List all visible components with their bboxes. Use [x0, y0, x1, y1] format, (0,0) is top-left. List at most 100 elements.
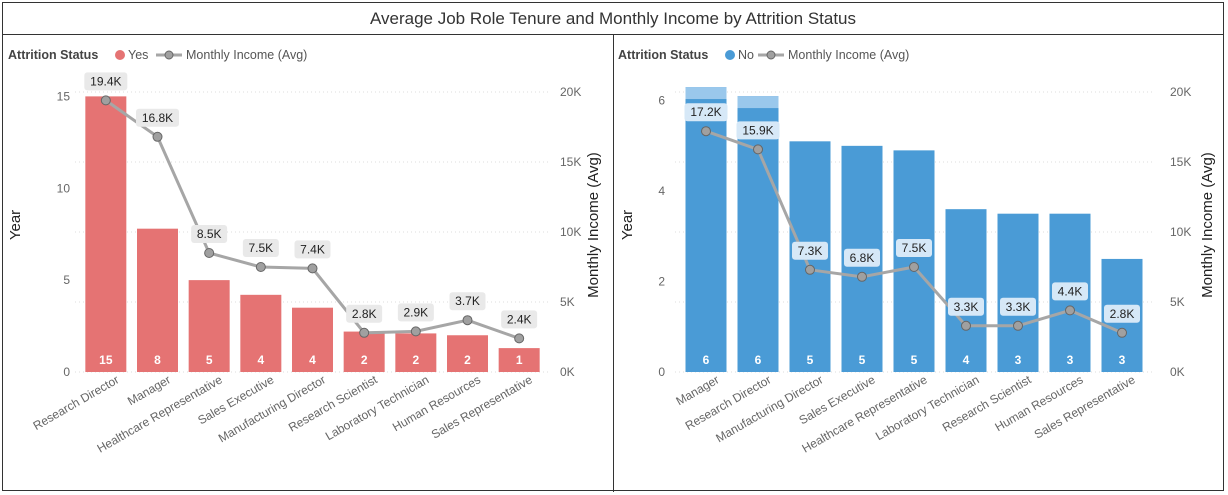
income-label-bg — [844, 248, 880, 267]
income-data-label: 3.3K — [1006, 300, 1031, 314]
income-point — [961, 320, 971, 331]
y2-tick-label: 5K — [560, 295, 575, 309]
income-point — [307, 263, 318, 274]
income-point — [204, 248, 215, 258]
legend-series-label: Yes — [128, 48, 148, 62]
bar — [498, 348, 540, 372]
income-data-label: 2.9K — [403, 305, 428, 319]
bar-data-label: 3 — [1119, 353, 1126, 367]
legend: Attrition Status Yes Monthly Income (Avg) — [8, 48, 307, 62]
income-label-bg — [191, 225, 228, 243]
bar-data-label: 2 — [464, 353, 471, 367]
category-label: Sales Representative — [1032, 372, 1138, 441]
bar-highlight — [685, 87, 727, 100]
income-label-bg — [501, 310, 538, 329]
income-data-label: 2.8K — [1110, 307, 1135, 321]
bar-data-label: 2 — [361, 353, 368, 367]
income-point — [805, 264, 815, 275]
y-tick-label: 4 — [658, 184, 665, 198]
y2-axis-title: Monthly Income (Avg) — [585, 152, 602, 298]
income-point — [1117, 327, 1127, 338]
income-data-label: 4.4K — [1058, 284, 1083, 298]
income-label-bg — [1000, 297, 1036, 316]
y-tick-label: 15 — [57, 89, 71, 103]
income-label-bg — [242, 239, 279, 257]
income-point — [255, 262, 266, 272]
legend-line-label: Monthly Income (Avg) — [186, 48, 307, 62]
legend-series-marker — [725, 50, 735, 60]
legend-title: Attrition Status — [618, 48, 708, 62]
income-point — [909, 262, 919, 272]
y-tick-label: 6 — [658, 94, 665, 108]
income-data-label: 3.3K — [954, 300, 979, 314]
income-data-label: 3.7K — [455, 294, 480, 308]
income-point — [462, 315, 473, 326]
income-data-label: 19.4K — [90, 74, 121, 88]
y2-tick-label: 0K — [1170, 365, 1185, 379]
income-label-bg — [684, 103, 728, 122]
bar-data-label: 15 — [99, 353, 113, 367]
income-label-bg — [792, 241, 828, 260]
bar-data-label: 3 — [1067, 353, 1074, 367]
bar — [997, 213, 1039, 372]
income-data-label: 2.8K — [352, 307, 377, 321]
income-point — [359, 327, 370, 338]
income-label-bg — [736, 121, 780, 140]
y-tick-label: 0 — [63, 365, 70, 379]
y-tick-label: 5 — [63, 273, 70, 287]
income-data-label: 7.4K — [300, 242, 325, 256]
bar-data-label: 5 — [911, 353, 918, 367]
income-data-label: 8.5K — [197, 227, 222, 241]
y2-tick-label: 15K — [560, 155, 581, 169]
y-tick-label: 0 — [658, 365, 665, 379]
income-data-label: 17.2K — [690, 105, 721, 119]
bar-data-label: 2 — [412, 353, 419, 367]
bar — [137, 228, 178, 372]
bar-data-label: 8 — [154, 353, 161, 367]
bar — [737, 96, 779, 372]
bar — [240, 294, 282, 372]
legend-series-label: No — [738, 48, 754, 62]
income-data-label: 15.9K — [742, 123, 773, 137]
panel-divider — [613, 35, 614, 492]
bar-data-label: 4 — [257, 353, 264, 367]
income-data-label: 2.4K — [507, 312, 532, 326]
bar-data-label: 3 — [1015, 353, 1022, 367]
legend-title: Attrition Status — [8, 48, 98, 62]
income-point — [753, 144, 763, 155]
income-data-label: 16.8K — [142, 111, 173, 125]
y-tick-label: 10 — [57, 181, 71, 195]
category-label: Research Director — [31, 372, 122, 432]
income-label-bg — [136, 108, 179, 127]
bar — [292, 307, 333, 372]
y-tick-label: 2 — [658, 275, 665, 289]
bar-data-label: 6 — [703, 353, 710, 367]
income-point — [514, 333, 525, 344]
income-point — [857, 271, 867, 282]
bar — [893, 150, 935, 372]
income-label-bg — [1052, 282, 1088, 301]
bar — [188, 280, 230, 372]
chart-title: Average Job Role Tenure and Monthly Inco… — [3, 3, 1223, 35]
bar-data-label: 5 — [206, 353, 213, 367]
income-label-bg — [1104, 304, 1140, 323]
y2-tick-label: 15K — [1170, 155, 1191, 169]
y-axis-title: Year — [619, 210, 636, 240]
income-data-label: 6.8K — [850, 251, 875, 265]
income-label-bg — [896, 239, 932, 257]
y2-tick-label: 10K — [1170, 225, 1191, 239]
bar-data-label: 1 — [516, 353, 523, 367]
bar-data-label: 6 — [755, 353, 762, 367]
bar-data-label: 4 — [309, 353, 316, 367]
legend-line-dot — [164, 50, 174, 60]
y2-tick-label: 10K — [560, 225, 581, 239]
y-axis-title: Year — [7, 210, 24, 240]
y2-axis-title: Monthly Income (Avg) — [1199, 152, 1216, 298]
income-data-label: 7.5K — [248, 241, 273, 255]
income-label-bg — [84, 72, 128, 91]
income-label-bg — [397, 303, 434, 322]
income-point — [100, 95, 111, 106]
bar — [395, 333, 437, 372]
